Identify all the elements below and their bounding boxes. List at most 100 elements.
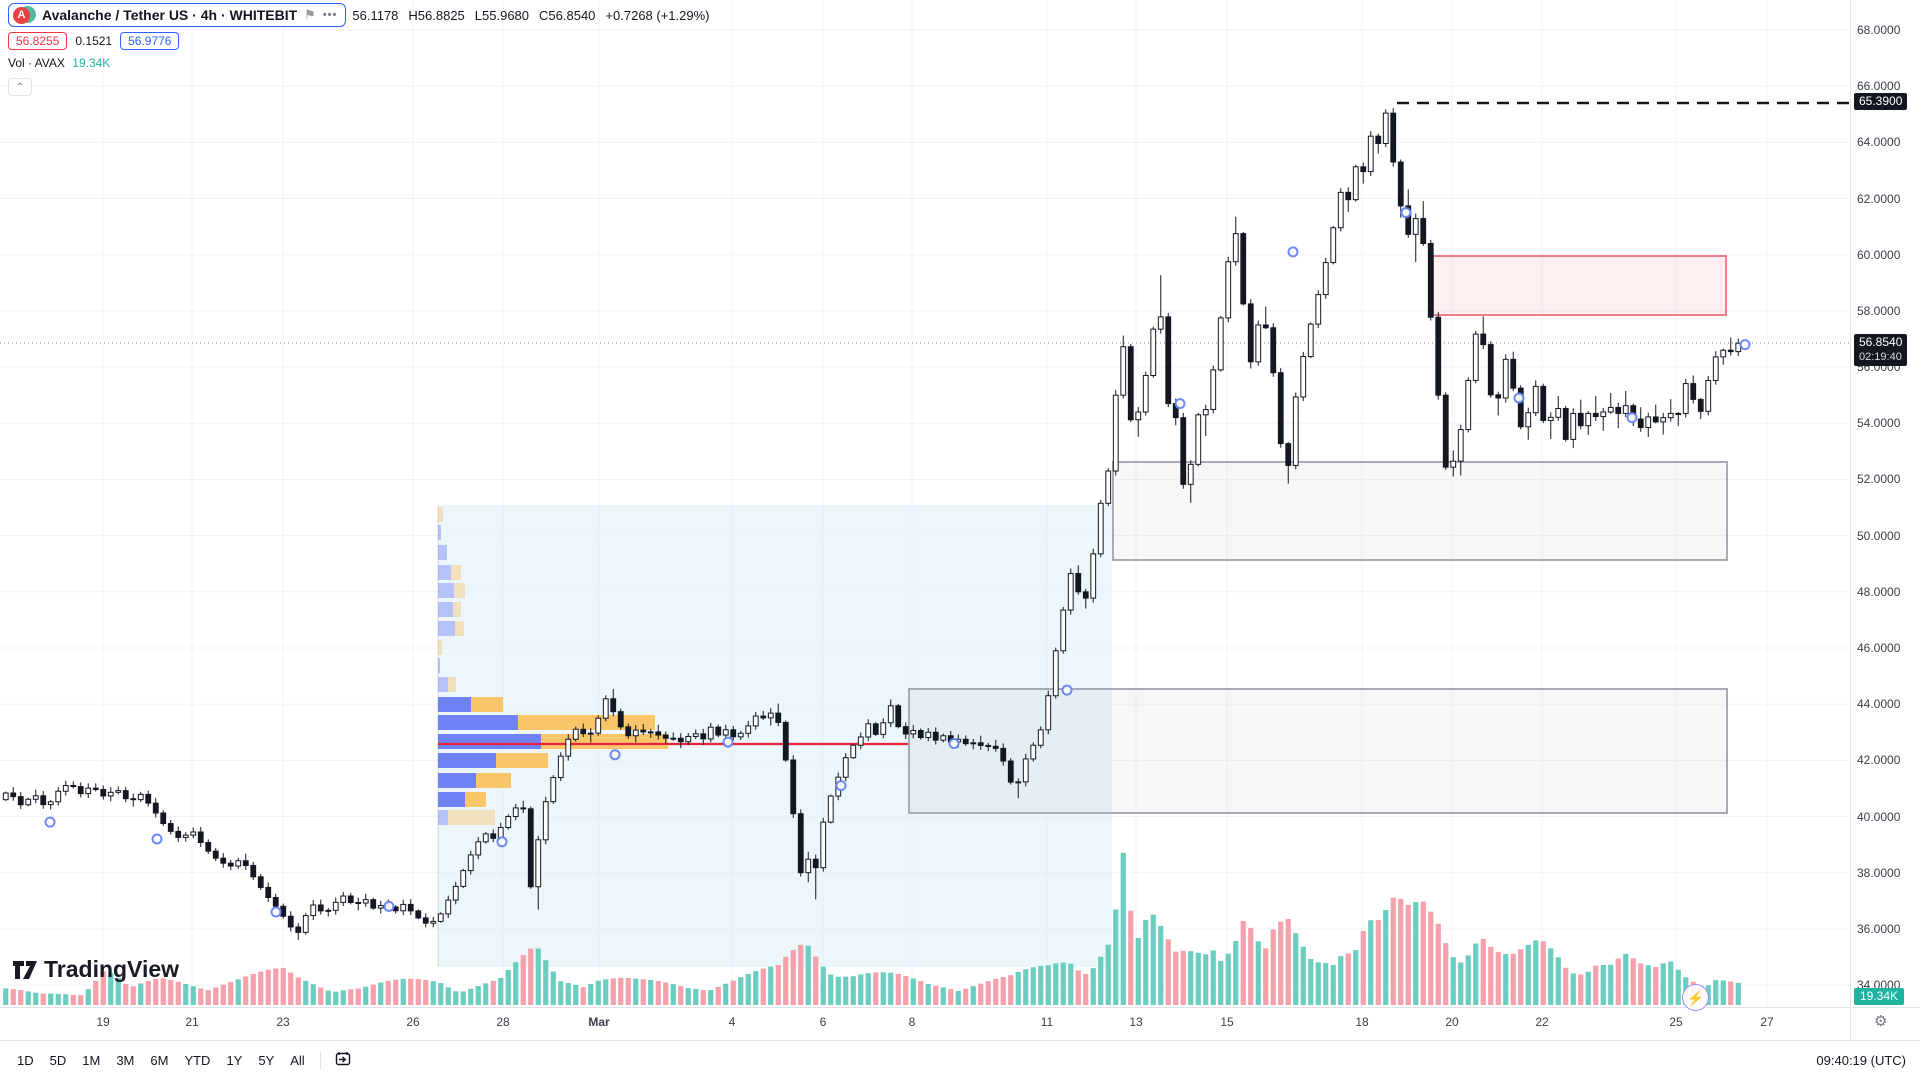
- ohlc-change: +0.7268 (+1.29%): [605, 7, 710, 23]
- price-tick-label: 48.0000: [1857, 584, 1901, 599]
- last-price-badge: 56.8540 02:19:40: [1854, 334, 1908, 366]
- trade-marker[interactable]: [1739, 339, 1751, 351]
- profile-bar-blue: [438, 658, 440, 673]
- price-tick-label: 46.0000: [1857, 640, 1901, 655]
- price-tick-label: 50.0000: [1857, 528, 1901, 543]
- high-price-badge: 65.3900: [1854, 93, 1908, 110]
- volume-value: 19.34K: [72, 56, 111, 70]
- profile-bar-blue: [438, 773, 476, 788]
- profile-bar-blue: [438, 753, 496, 768]
- calendar-arrow-icon: [335, 1052, 350, 1066]
- symbol-button[interactable]: A Avalanche / Tether US · 4h · WHITEBIT …: [8, 3, 347, 27]
- price-tick-label: 42.0000: [1857, 753, 1901, 768]
- volume-series: [3, 852, 1741, 1005]
- trade-marker[interactable]: [948, 737, 960, 749]
- profile-bar-blue: [438, 734, 541, 749]
- price-axis[interactable]: 68.0000 66.0000 64.0000 62.0000 60.0000 58.00…: [1851, 0, 1920, 1007]
- toolbar-divider: [0, 1040, 1920, 1041]
- trade-marker[interactable]: [383, 900, 395, 912]
- price-tick-label: 52.0000: [1857, 472, 1901, 487]
- toolbar-separator: [319, 1051, 321, 1070]
- volume-label: Vol · AVAX: [8, 56, 65, 70]
- date-range-switcher: 1D 5D 1M 3M 6M YTD 1Y 5Y All: [10, 1049, 312, 1072]
- price-axis-divider: [1850, 0, 1851, 1040]
- time-tick-label: 25: [1669, 1015, 1683, 1029]
- time-tick-label: 11: [1040, 1015, 1054, 1029]
- time-tick-label: 18: [1355, 1015, 1369, 1029]
- profile-bar-blue: [438, 583, 454, 598]
- tradingview-logo-icon: [13, 960, 37, 979]
- profile-bar-yellow: [465, 792, 486, 807]
- clock-utc[interactable]: 09:40:19 (UTC): [1816, 1053, 1906, 1068]
- trade-marker[interactable]: [1513, 392, 1525, 404]
- range-button-ytd[interactable]: YTD: [177, 1049, 217, 1072]
- range-button-1d[interactable]: 1D: [10, 1049, 41, 1072]
- time-tick-label: 22: [1535, 1015, 1549, 1029]
- price-tick-label: 68.0000: [1857, 23, 1901, 37]
- trade-marker[interactable]: [1174, 398, 1186, 410]
- trade-marker[interactable]: [722, 736, 734, 748]
- trade-marker[interactable]: [270, 906, 282, 918]
- profile-bar-yellow: [453, 602, 461, 617]
- time-axis[interactable]: 19 21 23 26 28 Mar 4 6 8 11 13 15 18 20 22 25 27: [0, 1008, 1850, 1040]
- ohlc-close: C56.8540: [539, 7, 596, 23]
- time-tick-label: 13: [1129, 1015, 1143, 1029]
- more-options-icon[interactable]: •••: [322, 9, 338, 21]
- trade-marker[interactable]: [1400, 207, 1412, 219]
- symbol-title: Avalanche / Tether US · 4h · WHITEBIT: [42, 7, 298, 23]
- candlestick-chart[interactable]: [0, 0, 1850, 1007]
- range-button-1y[interactable]: 1Y: [219, 1049, 249, 1072]
- time-tick-label: 4: [728, 1015, 736, 1029]
- range-box-lower[interactable]: [908, 688, 1728, 814]
- profile-bar-yellow: [451, 565, 461, 580]
- range-button-1m[interactable]: 1M: [75, 1049, 107, 1072]
- buy-price-button[interactable]: 56.9776: [120, 32, 180, 50]
- profile-bar-yellow: [438, 507, 443, 522]
- profile-bar-yellow: [448, 677, 456, 692]
- chart-legend: A Avalanche / Tether US · 4h · WHITEBIT …: [8, 3, 710, 96]
- profile-bar-yellow: [541, 734, 668, 749]
- trade-marker[interactable]: [496, 836, 508, 848]
- range-button-5d[interactable]: 5D: [43, 1049, 74, 1072]
- price-tick-label: 38.0000: [1857, 865, 1901, 880]
- profile-bar-blue: [438, 525, 441, 540]
- trade-marker[interactable]: [44, 816, 56, 828]
- legend-collapse-button[interactable]: ⌃: [8, 78, 32, 96]
- price-tick-label: 64.0000: [1857, 135, 1901, 150]
- profile-bar-blue: [438, 715, 518, 730]
- trade-marker[interactable]: [1626, 412, 1638, 424]
- range-button-3m[interactable]: 3M: [109, 1049, 141, 1072]
- price-tick-label: 58.0000: [1857, 303, 1901, 318]
- profile-bar-blue: [438, 697, 471, 712]
- range-box-upper[interactable]: [1112, 461, 1728, 561]
- profile-bar-blue: [438, 545, 447, 560]
- profile-bar-blue: [438, 792, 465, 807]
- trade-marker[interactable]: [609, 749, 621, 761]
- time-axis-divider: [0, 1007, 1920, 1008]
- ohlc-open: 56.1178: [352, 7, 399, 23]
- pair-logo-icon: A: [13, 6, 36, 24]
- axis-settings-gear-icon[interactable]: ⚙: [1874, 1013, 1888, 1030]
- range-button-5y[interactable]: 5Y: [251, 1049, 281, 1072]
- instant-trading-button[interactable]: ⚡: [1682, 984, 1709, 1011]
- candle-countdown: 02:19:40: [1859, 351, 1902, 363]
- trade-marker[interactable]: [151, 833, 163, 845]
- profile-bar-yellow: [438, 640, 442, 655]
- time-tick-label: 19: [96, 1015, 110, 1029]
- profile-bar-yellow: [476, 773, 511, 788]
- range-button-all[interactable]: All: [283, 1049, 311, 1072]
- range-button-6m[interactable]: 6M: [143, 1049, 175, 1072]
- go-to-date-button[interactable]: [329, 1047, 357, 1074]
- supply-zone-box[interactable]: [1432, 255, 1727, 316]
- price-tick-label: 62.0000: [1857, 191, 1901, 206]
- ohlc-high: H56.8825: [408, 7, 465, 23]
- profile-bar-blue: [438, 677, 448, 692]
- spread-value: 0.1521: [75, 34, 113, 48]
- trade-marker[interactable]: [835, 780, 847, 792]
- flag-icon[interactable]: ⚑: [304, 7, 316, 22]
- sell-price-button[interactable]: 56.8255: [8, 32, 68, 50]
- trade-marker[interactable]: [1287, 246, 1299, 258]
- price-tick-label: 54.0000: [1857, 416, 1901, 431]
- candle-series: [2, 108, 1742, 940]
- trade-marker[interactable]: [1061, 684, 1073, 696]
